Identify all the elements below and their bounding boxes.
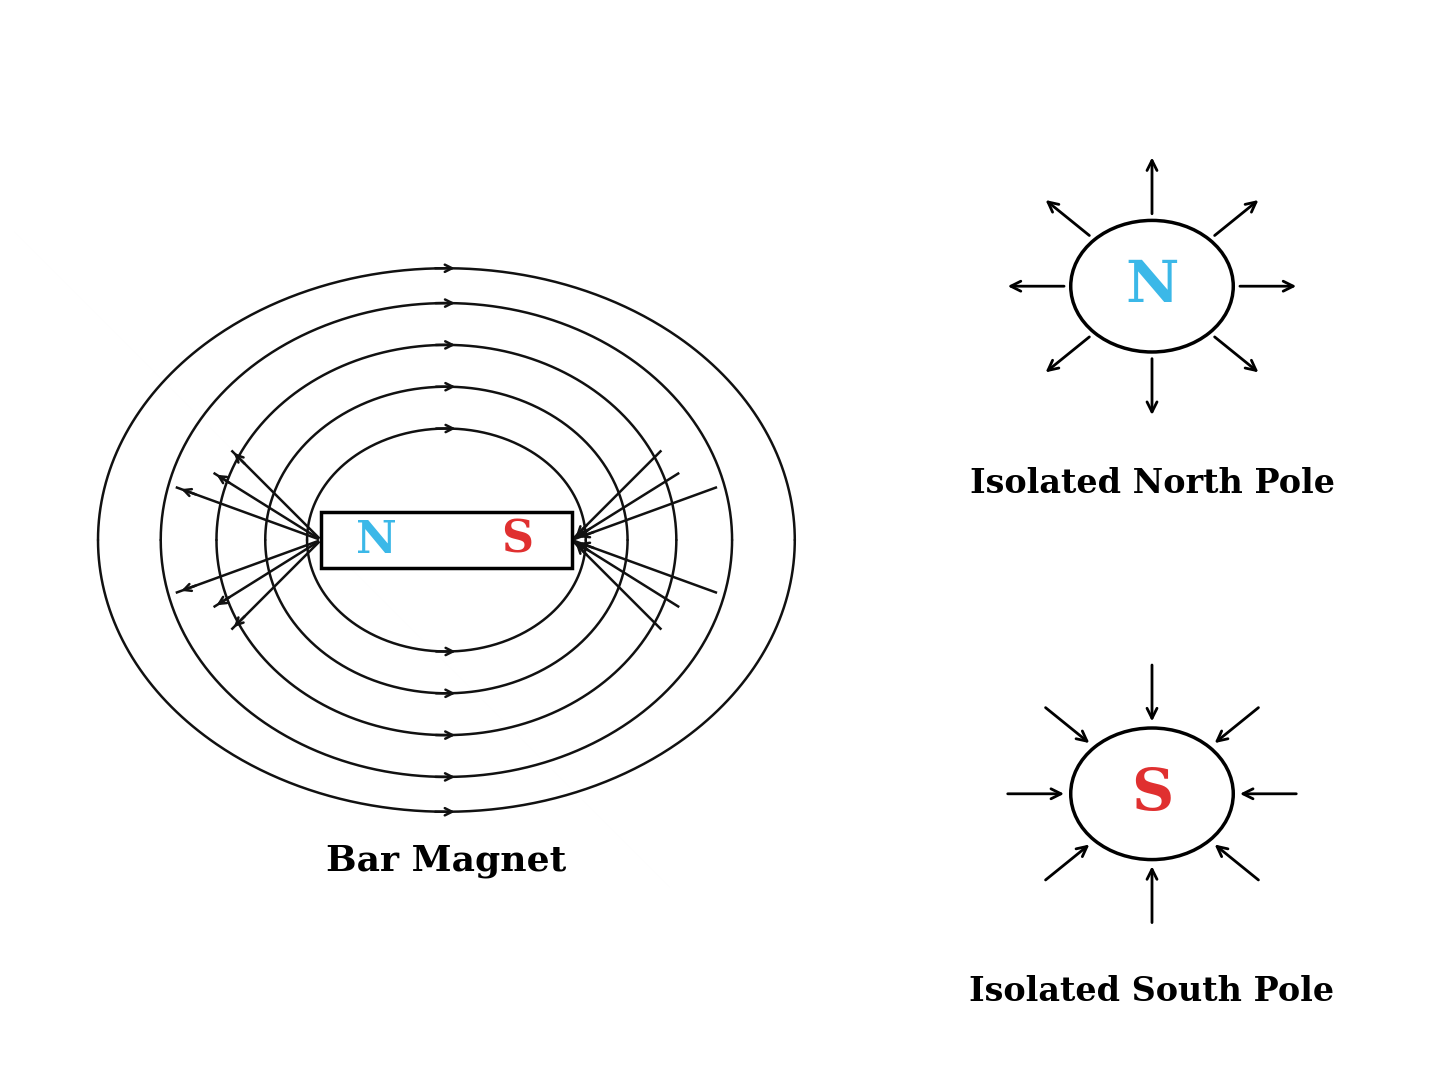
Text: N: N <box>356 518 396 562</box>
Text: Bar Magnet: Bar Magnet <box>327 843 566 878</box>
Text: S: S <box>501 518 533 562</box>
Bar <box>321 512 572 568</box>
Text: S: S <box>1130 766 1174 822</box>
Text: Isolated North Pole: Isolated North Pole <box>969 467 1335 500</box>
Text: Isolated South Pole: Isolated South Pole <box>969 974 1335 1008</box>
Text: N: N <box>1125 258 1179 314</box>
